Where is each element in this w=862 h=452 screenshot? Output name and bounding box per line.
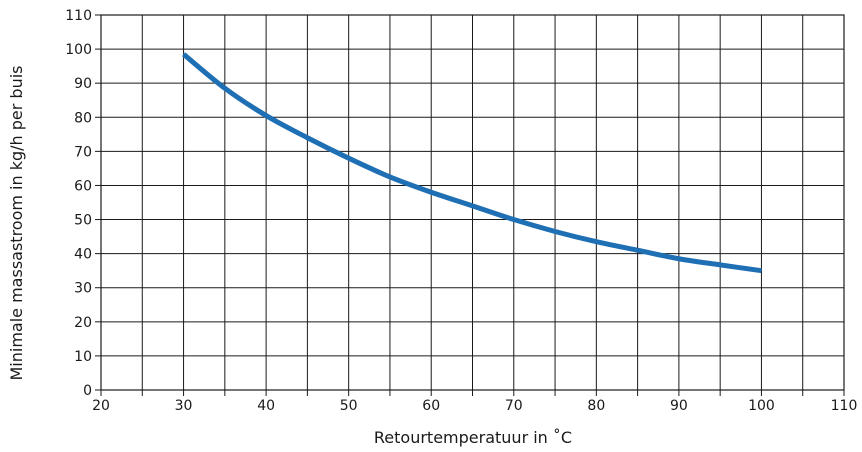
- x-tick-label: 110: [831, 398, 858, 414]
- data-point: [718, 262, 723, 267]
- data-point: [387, 174, 392, 179]
- data-point: [346, 156, 351, 161]
- y-tick-label: 110: [65, 8, 92, 24]
- y-tick-label: 100: [65, 42, 92, 58]
- axes: [95, 14, 845, 396]
- y-tick-label: 30: [74, 281, 92, 297]
- data-point: [553, 229, 558, 234]
- x-tick-label: 60: [422, 398, 440, 414]
- data-point: [429, 190, 434, 195]
- data-point: [222, 86, 227, 91]
- y-axis-title: Minimale massastroom in kg/h per buis: [7, 65, 26, 380]
- y-tick-label: 10: [74, 349, 92, 365]
- y-tick-label: 0: [83, 383, 92, 399]
- y-tick-label: 90: [74, 76, 92, 92]
- y-tick-label: 60: [74, 178, 92, 194]
- data-point: [759, 268, 764, 273]
- series-line: [181, 52, 762, 274]
- y-tick-label: 70: [74, 144, 92, 160]
- x-tick-label: 100: [748, 398, 775, 414]
- data-point: [511, 217, 516, 222]
- grid: [101, 15, 844, 390]
- x-tick-label: 70: [505, 398, 523, 414]
- x-tick-label: 30: [175, 398, 193, 414]
- y-tick-label: 20: [74, 315, 92, 331]
- x-axis-title: Retourtemperatuur in ˚C: [374, 428, 572, 447]
- y-tick-label: 50: [74, 213, 92, 229]
- x-tick-label: 20: [92, 398, 110, 414]
- data-point: [594, 239, 599, 244]
- x-tick-label: 90: [670, 398, 688, 414]
- x-tick-label: 50: [340, 398, 358, 414]
- series-layer: [181, 52, 764, 274]
- data-point: [264, 113, 269, 118]
- data-point: [470, 203, 475, 208]
- y-tick-label: 80: [74, 110, 92, 126]
- x-tick-label: 40: [257, 398, 275, 414]
- x-tick-label: 80: [587, 398, 605, 414]
- data-point: [635, 248, 640, 253]
- y-tick-label: 40: [74, 247, 92, 263]
- data-point: [305, 135, 310, 140]
- tick-labels: 0 10 20 30 40 50 60 70 80 90 100 110 20 30 40 50 60 70 80 9…: [65, 8, 857, 414]
- data-point: [676, 256, 681, 261]
- data-point: [181, 52, 186, 57]
